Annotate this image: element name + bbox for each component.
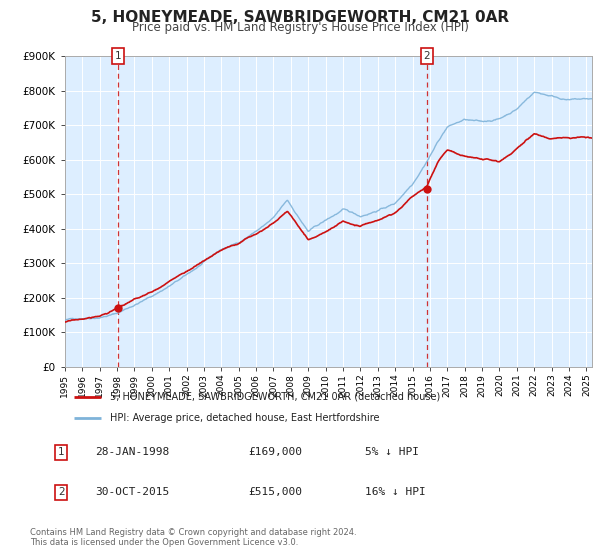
Text: Price paid vs. HM Land Registry's House Price Index (HPI): Price paid vs. HM Land Registry's House … <box>131 21 469 34</box>
Text: 30-OCT-2015: 30-OCT-2015 <box>95 487 170 497</box>
Text: This data is licensed under the Open Government Licence v3.0.: This data is licensed under the Open Gov… <box>30 538 298 547</box>
Text: 28-JAN-1998: 28-JAN-1998 <box>95 447 170 457</box>
Text: 5, HONEYMEADE, SAWBRIDGEWORTH, CM21 0AR (detached house): 5, HONEYMEADE, SAWBRIDGEWORTH, CM21 0AR … <box>110 391 440 402</box>
Text: Contains HM Land Registry data © Crown copyright and database right 2024.: Contains HM Land Registry data © Crown c… <box>30 528 356 536</box>
Text: 5% ↓ HPI: 5% ↓ HPI <box>365 447 419 457</box>
Text: £169,000: £169,000 <box>248 447 302 457</box>
Text: £515,000: £515,000 <box>248 487 302 497</box>
Text: HPI: Average price, detached house, East Hertfordshire: HPI: Average price, detached house, East… <box>110 413 380 423</box>
Text: 2: 2 <box>58 487 65 497</box>
Text: 5, HONEYMEADE, SAWBRIDGEWORTH, CM21 0AR: 5, HONEYMEADE, SAWBRIDGEWORTH, CM21 0AR <box>91 10 509 25</box>
Text: 16% ↓ HPI: 16% ↓ HPI <box>365 487 425 497</box>
Text: 1: 1 <box>58 447 65 457</box>
Text: 2: 2 <box>424 51 430 61</box>
Text: 1: 1 <box>115 51 121 61</box>
